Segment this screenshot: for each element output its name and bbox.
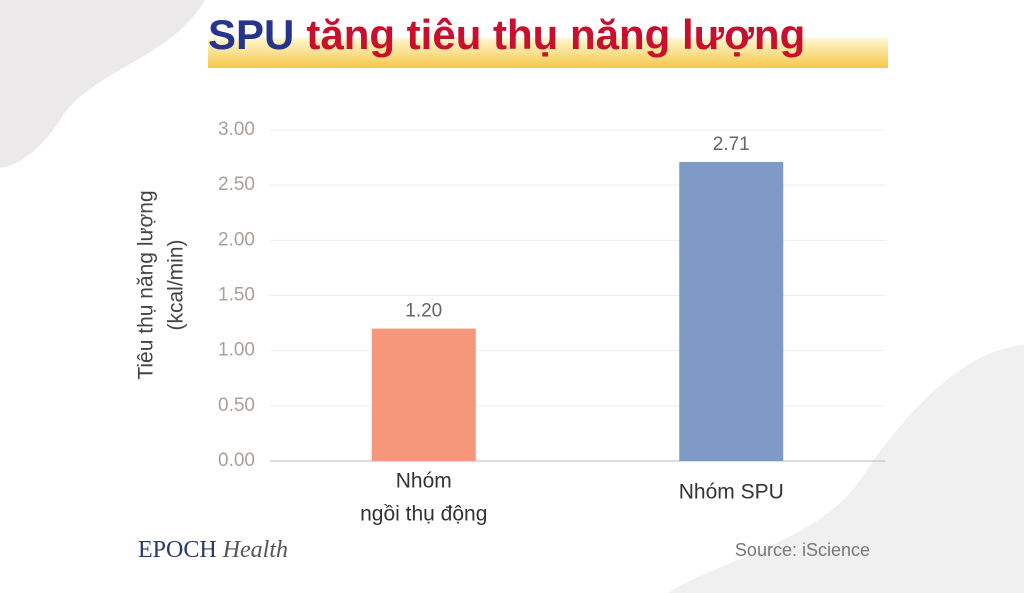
bar: [371, 328, 476, 461]
y-tick-label: 3.00: [218, 119, 255, 140]
brand: EPOCH Health: [138, 537, 288, 563]
source: Source: iScience: [735, 540, 870, 560]
y-axis-label: (kcal/min): [165, 239, 188, 330]
y-tick-label: 2.50: [218, 174, 255, 195]
decor-blob: [668, 345, 1024, 593]
x-tick-label: Nhóm SPU: [679, 481, 784, 504]
decor-blob: [0, 0, 205, 168]
title-highlight: [208, 38, 888, 68]
x-tick-label: Nhóm: [396, 470, 452, 493]
x-tick-label: ngồi thụ động: [360, 503, 487, 526]
y-tick-label: 0.50: [218, 395, 255, 416]
y-axis-label: Tiêu thụ năng lượng: [135, 190, 158, 379]
y-tick-label: 0.00: [218, 450, 255, 471]
value-label: 1.20: [405, 301, 442, 322]
value-label: 2.71: [713, 134, 750, 155]
chart-title: SPU tăng tiêu thụ năng lượng: [208, 11, 805, 58]
y-tick-label: 1.50: [218, 285, 255, 306]
y-tick-label: 2.00: [218, 229, 255, 250]
y-tick-label: 1.00: [218, 340, 255, 361]
bar: [679, 161, 784, 461]
